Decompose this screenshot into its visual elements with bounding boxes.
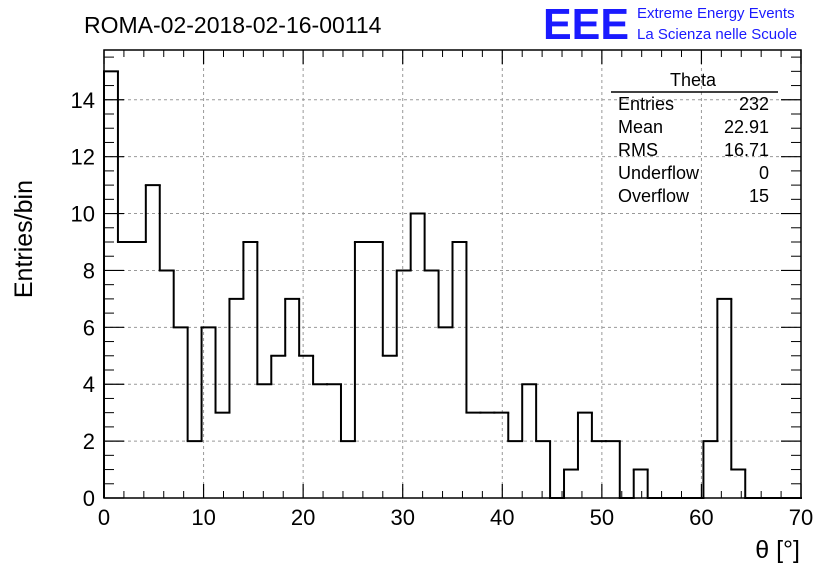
logo-line-2: La Scienza nelle Scuole	[637, 26, 797, 43]
stats-row-value: 22.91	[724, 117, 769, 137]
chart-title: ROMA-02-2018-02-16-00114	[84, 12, 382, 38]
y-tick-label: 4	[83, 372, 95, 397]
stats-row-value: 0	[759, 163, 769, 183]
x-tick-label: 50	[590, 505, 614, 530]
stats-row-value: 15	[749, 186, 769, 206]
x-tick-label: 30	[390, 505, 414, 530]
y-tick-label: 2	[83, 429, 95, 454]
y-tick-label: 6	[83, 315, 95, 340]
x-tick-label: 0	[98, 505, 110, 530]
stats-row-label: Underflow	[618, 163, 700, 183]
tick-labels: 0 10 20 30 40 50 60 70 0 2 4 6 8 10 12 14	[71, 88, 814, 530]
axis-ticks	[103, 50, 802, 499]
x-tick-label: 60	[689, 505, 713, 530]
logo-line-1: Extreme Energy Events	[637, 5, 795, 22]
x-tick-label: 20	[291, 505, 315, 530]
y-tick-label: 0	[83, 486, 95, 511]
y-axis-label: Entries/bin	[10, 180, 38, 298]
eee-logo-mark: EEE	[543, 0, 629, 49]
x-tick-label: 10	[191, 505, 215, 530]
plot-frame	[103, 49, 802, 499]
y-tick-label: 12	[71, 145, 95, 170]
x-axis-label: θ [°]	[755, 536, 800, 564]
stats-row-label: Mean	[618, 117, 663, 137]
stats-row-label: RMS	[618, 140, 658, 160]
y-tick-label: 14	[71, 88, 95, 113]
x-tick-label: 70	[789, 505, 813, 530]
stats-row-value: 232	[739, 94, 769, 114]
grid	[104, 50, 801, 498]
stats-row-label: Entries	[618, 94, 674, 114]
stats-rows: Entries 232 Mean 22.91 RMS 16.71 Underflow 0 Ove…	[618, 94, 769, 206]
stats-title: Theta	[670, 70, 717, 90]
y-tick-label: 8	[83, 258, 95, 283]
stats-row-label: Overflow	[618, 186, 690, 206]
y-tick-label: 10	[71, 202, 95, 227]
stats-row-value: 16.71	[724, 140, 769, 160]
stats-box: Theta Entries 232 Mean 22.91 RMS 16.71 Underfl…	[611, 70, 778, 206]
x-tick-label: 40	[490, 505, 514, 530]
eee-logo: EEE Extreme Energy Events La Scienza nel…	[543, 0, 797, 49]
